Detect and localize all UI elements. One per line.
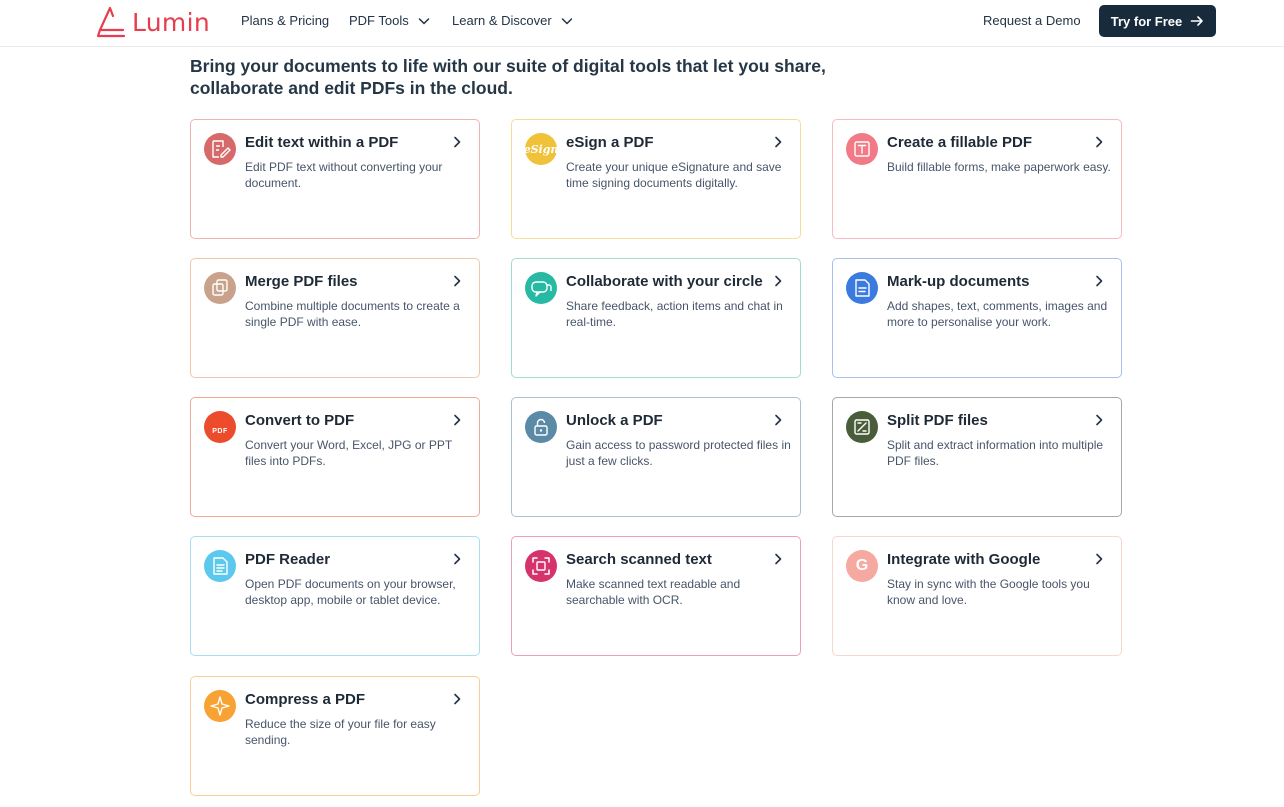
arrow-right-icon — [1190, 16, 1204, 26]
chevron-down-icon — [561, 17, 572, 24]
try-for-free-label: Try for Free — [1110, 13, 1183, 29]
chevron-right-icon — [454, 275, 461, 287]
tool-card-description: Build fillable forms, make paperwork eas… — [887, 160, 1111, 174]
nav-pdf-tools[interactable]: PDF Tools — [349, 13, 431, 28]
tool-card-description: Create your unique eSignature and save t… — [566, 160, 782, 190]
tool-card-lock[interactable]: Unlock a PDF Gain access to password prot… — [511, 397, 801, 517]
nav-learn-discover-label: Learn & Discover — [452, 13, 552, 28]
tool-card-google[interactable]: G Integrate with Google Stay in sync with … — [832, 536, 1122, 656]
chevron-right-icon — [454, 693, 461, 705]
markup-icon — [846, 272, 878, 304]
chevron-right-icon — [1096, 275, 1103, 287]
tool-card-description: Gain access to password protected files … — [566, 438, 791, 468]
chevron-right-icon — [454, 553, 461, 565]
tool-card-description: Edit PDF text without converting your do… — [245, 160, 443, 190]
scan-icon — [525, 550, 557, 582]
edit-icon — [204, 133, 236, 165]
nav-plans-pricing[interactable]: Plans & Pricing — [241, 13, 329, 28]
reader-icon — [204, 550, 236, 582]
tool-card-description: Share feedback, action items and chat in… — [566, 299, 783, 329]
tool-card-reader[interactable]: PDF Reader Open PDF documents on your bro… — [190, 536, 480, 656]
convert-icon-label: PDF — [212, 427, 228, 435]
tool-card-form[interactable]: Create a fillable PDF Build fillable form… — [832, 119, 1122, 239]
nav-pdf-tools-label: PDF Tools — [349, 13, 409, 28]
chevron-right-icon — [1096, 553, 1103, 565]
tool-card-scan[interactable]: Search scanned text Make scanned text rea… — [511, 536, 801, 656]
compress-icon — [204, 690, 236, 722]
chevron-right-icon — [454, 414, 461, 426]
tool-card-description: Add shapes, text, comments, images and m… — [887, 299, 1108, 329]
page-headline: Bring your documents to life with our su… — [190, 56, 826, 98]
logo-text: Lumin — [132, 7, 210, 37]
chevron-right-icon — [454, 136, 461, 148]
convert-icon: PDF — [204, 411, 236, 443]
tool-card-title: Integrate with Google — [887, 551, 1041, 568]
tool-card-markup[interactable]: Mark-up documents Add shapes, text, comme… — [832, 258, 1122, 378]
tool-card-title: Edit text within a PDF — [245, 134, 399, 151]
esign-icon-label: eSign — [523, 142, 559, 156]
tool-card-description: Combine multiple documents to create a s… — [245, 299, 460, 329]
request-demo-link[interactable]: Request a Demo — [983, 13, 1081, 28]
chevron-right-icon — [775, 414, 782, 426]
lock-icon — [525, 411, 557, 443]
lumin-logo[interactable]: Lumin — [96, 4, 210, 40]
google-icon: G — [846, 550, 878, 582]
tool-card-title: Unlock a PDF — [566, 412, 663, 429]
tool-card-chat[interactable]: Collaborate with your circle Share feedba… — [511, 258, 801, 378]
tool-card-title: Merge PDF files — [245, 273, 358, 290]
tool-card-compress[interactable]: Compress a PDF Reduce the size of your fi… — [190, 676, 480, 796]
tool-card-title: Create a fillable PDF — [887, 134, 1033, 151]
chat-icon — [525, 272, 557, 304]
chevron-down-icon — [418, 17, 429, 24]
tool-card-merge[interactable]: Merge PDF files Combine multiple document… — [190, 258, 480, 378]
chevron-right-icon — [775, 275, 782, 287]
split-icon — [846, 411, 878, 443]
tool-card-description: Reduce the size of your file for easy se… — [245, 717, 436, 747]
tool-card-title: PDF Reader — [245, 551, 331, 568]
tool-card-title: Search scanned text — [566, 551, 712, 568]
tool-card-title: Collaborate with your circle — [566, 273, 763, 290]
lumin-logo-icon — [96, 6, 126, 38]
chevron-right-icon — [775, 136, 782, 148]
tool-card-title: Convert to PDF — [245, 412, 355, 429]
tool-card-title: Mark-up documents — [887, 273, 1030, 290]
merge-icon — [204, 272, 236, 304]
tool-card-title: Split PDF files — [887, 412, 988, 429]
nav-learn-discover[interactable]: Learn & Discover — [452, 13, 574, 28]
tool-card-convert[interactable]: PDF Convert to PDF Convert your Word, Exce… — [190, 397, 480, 517]
chevron-right-icon — [1096, 414, 1103, 426]
tool-card-split[interactable]: Split PDF files Split and extract informa… — [832, 397, 1122, 517]
top-navbar: Lumin Plans & Pricing PDF Tools Learn & … — [0, 0, 1284, 47]
tool-card-description: Convert your Word, Excel, JPG or PPT fil… — [245, 438, 452, 468]
tool-card-esign[interactable]: eSign eSign a PDF Create your unique eSign… — [511, 119, 801, 239]
esign-icon: eSign — [523, 133, 559, 165]
tool-card-title: Compress a PDF — [245, 691, 366, 708]
chevron-right-icon — [1096, 136, 1103, 148]
tool-card-edit[interactable]: Edit text within a PDF Edit PDF text with… — [190, 119, 480, 239]
tool-card-description: Split and extract information into multi… — [887, 438, 1104, 468]
nav-plans-pricing-label: Plans & Pricing — [241, 13, 330, 28]
tool-card-title: eSign a PDF — [566, 134, 654, 151]
form-icon — [846, 133, 878, 165]
try-for-free-button[interactable]: Try for Free — [1099, 5, 1216, 37]
google-icon-label: G — [855, 557, 869, 574]
tool-card-description: Make scanned text readable and searchabl… — [566, 577, 741, 607]
tool-card-description: Stay in sync with the Google tools you k… — [887, 577, 1090, 607]
tool-card-description: Open PDF documents on your browser, desk… — [245, 577, 456, 607]
chevron-right-icon — [775, 553, 782, 565]
